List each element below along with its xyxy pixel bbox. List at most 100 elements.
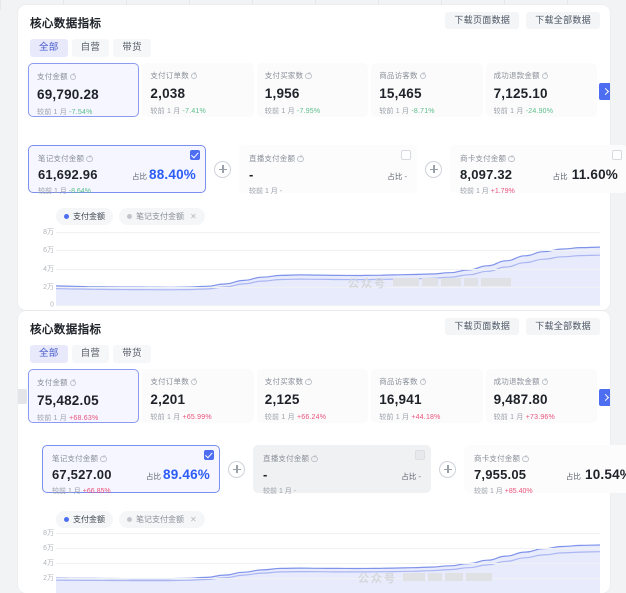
watermark-block: [466, 573, 492, 581]
tab-all[interactable]: 全部: [30, 345, 68, 364]
help-icon[interactable]: [541, 72, 549, 79]
metric-compare-label: 较前 1 月: [37, 415, 67, 422]
help-icon[interactable]: [100, 455, 107, 462]
help-icon[interactable]: [508, 155, 515, 162]
chart-svg: [55, 544, 601, 593]
legend-close-icon[interactable]: ✕: [190, 515, 197, 524]
download-page-data-button[interactable]: 下载页面数据: [445, 12, 520, 29]
metric-card-refund-amount[interactable]: 成功退款金额 9,487.80 较前 1 月 +73.96%: [485, 369, 597, 423]
metric-card-payment-buyers[interactable]: 支付买家数 2,125 较前 1 月 +66.24%: [256, 369, 369, 423]
breakdown-checkbox[interactable]: [612, 150, 622, 160]
metric-compare-label: 较前 1 月: [379, 108, 410, 115]
help-icon[interactable]: [69, 73, 77, 80]
watermark-block: [393, 278, 419, 286]
metric-change: -7.95%: [296, 108, 321, 115]
legend-item-note-payment[interactable]: 笔记支付金额 ✕: [119, 208, 205, 225]
tab-affiliate[interactable]: 带货: [113, 39, 151, 58]
ratio-label: 占比: [565, 472, 581, 481]
tab-self-operated[interactable]: 自营: [71, 39, 110, 58]
breakdown-card-card-payment[interactable]: 商卡支付金额 7,955.05 占比 10.54% 较前 1 月 +85.40%: [464, 445, 626, 495]
metric-label: 商品访客数: [379, 71, 418, 80]
legend-close-icon[interactable]: ✕: [190, 212, 197, 221]
help-icon[interactable]: [419, 72, 427, 79]
add-metric-icon[interactable]: [214, 160, 231, 178]
chart-gridline: [56, 533, 600, 535]
breakdown-change: -: [293, 488, 297, 495]
download-page-data-button[interactable]: 下载页面数据: [445, 318, 520, 335]
tab-self-operated[interactable]: 自营: [71, 345, 110, 364]
tab-affiliate[interactable]: 带货: [113, 345, 151, 364]
metrics-next-arrow-icon[interactable]: [599, 389, 610, 406]
metric-card-product-visitors[interactable]: 商品访客数 15,465 较前 1 月 -8.71%: [371, 63, 483, 117]
breakdown-card-live-payment[interactable]: 直播支付金额 - 占比 - 较前 1 月 -: [253, 445, 431, 495]
metric-card-payment-orders[interactable]: 支付订单数 2,038 较前 1 月 -7.41%: [142, 63, 254, 117]
metric-card-payment-buyers[interactable]: 支付买家数 1,956 较前 1 月 -7.95%: [256, 63, 369, 117]
legend-item-payment-amount[interactable]: 支付金额: [56, 511, 113, 528]
help-icon[interactable]: [190, 72, 198, 79]
breakdown-checkbox[interactable]: [190, 150, 200, 160]
y-axis-tick-label: 2万: [43, 283, 54, 291]
help-icon[interactable]: [86, 155, 93, 162]
metrics-prev-arrow-icon[interactable]: [18, 389, 27, 404]
payment-trend-chart-2: 8万 6万 4万 2万 公众号: [28, 526, 601, 593]
metric-card-payment-amount[interactable]: 支付金额 75,482.05 较前 1 月 +68.63%: [28, 369, 140, 423]
scope-tabs: 全部 自营 带货: [30, 39, 151, 58]
help-icon[interactable]: [522, 455, 529, 462]
panel-header: 核心数据指标 下载页面数据 下载全部数据: [18, 5, 610, 39]
add-metric-icon[interactable]: [425, 160, 442, 178]
metric-compare-label: 较前 1 月: [150, 108, 181, 115]
help-icon[interactable]: [305, 72, 312, 79]
breakdown-change: +66.85%: [82, 488, 111, 495]
metric-card-product-visitors[interactable]: 商品访客数 16,941 较前 1 月 +44.18%: [371, 369, 483, 423]
metric-card-payment-amount[interactable]: 支付金额 69,790.28 较前 1 月 -7.54%: [28, 63, 140, 117]
download-all-data-button[interactable]: 下载全部数据: [526, 318, 600, 335]
help-icon[interactable]: [69, 379, 77, 386]
panel-header: 核心数据指标 下载页面数据 下载全部数据: [18, 311, 610, 345]
metric-value: 9,487.80: [493, 392, 548, 407]
add-metric-icon[interactable]: [228, 460, 245, 478]
breakdown-checkbox[interactable]: [204, 450, 214, 460]
y-axis-tick-label: 8万: [43, 530, 54, 538]
breakdown-checkbox[interactable]: [415, 450, 425, 460]
help-icon[interactable]: [419, 378, 427, 385]
chart-plot-area: [55, 223, 601, 306]
help-icon[interactable]: [541, 378, 549, 385]
metric-card-row: 支付金额 75,482.05 较前 1 月 +68.63% 支付订单数 2,20…: [28, 369, 600, 423]
help-icon[interactable]: [190, 378, 198, 385]
download-all-data-button[interactable]: 下载全部数据: [526, 12, 600, 29]
y-axis-tick-label: 0: [50, 301, 54, 309]
breakdown-card-card-payment[interactable]: 商卡支付金额 8,097.32 占比 11.60% 较前 1 月 +1.79%: [450, 145, 626, 195]
help-icon[interactable]: [311, 455, 318, 462]
help-icon[interactable]: [297, 155, 304, 162]
chart-gridline: [56, 563, 600, 565]
legend-item-note-payment[interactable]: 笔记支付金额 ✕: [119, 511, 205, 528]
metric-change: -7.41%: [182, 108, 206, 115]
chart-gridline: [56, 305, 600, 306]
y-axis-tick-label: 4万: [43, 560, 54, 568]
chart-legend: 支付金额 笔记支付金额 ✕: [56, 511, 205, 528]
metric-change: +66.24%: [296, 414, 327, 421]
tab-all[interactable]: 全部: [30, 39, 68, 58]
metric-card-row: 支付金额 69,790.28 较前 1 月 -7.54% 支付订单数 2,038…: [28, 63, 600, 117]
metric-card-payment-orders[interactable]: 支付订单数 2,201 较前 1 月 +65.99%: [142, 369, 254, 423]
breakdown-value: 8,097.32: [460, 167, 513, 182]
chart-gridline: [56, 250, 600, 252]
help-icon[interactable]: [305, 378, 312, 385]
metric-label: 支付买家数: [264, 377, 304, 386]
add-metric-icon[interactable]: [439, 460, 456, 478]
metrics-next-arrow-icon[interactable]: [599, 83, 610, 100]
breakdown-checkbox[interactable]: [401, 150, 411, 160]
legend-item-payment-amount[interactable]: 支付金额: [56, 208, 113, 225]
page-title: 核心数据指标: [30, 18, 102, 30]
breakdown-card-live-payment[interactable]: 直播支付金额 - 占比 - 较前 1 月 -: [239, 145, 417, 195]
breakdown-change: +1.79%: [490, 188, 515, 195]
metric-value: 1,956: [264, 86, 300, 101]
watermark-block: [464, 278, 478, 286]
ratio-label: 占比: [401, 472, 417, 481]
breakdown-compare-label: 较前 1 月: [263, 488, 292, 495]
metric-card-refund-amount[interactable]: 成功退款金额 7,125.10 较前 1 月 -24.90%: [485, 63, 597, 117]
ratio-label: 占比: [146, 472, 161, 481]
